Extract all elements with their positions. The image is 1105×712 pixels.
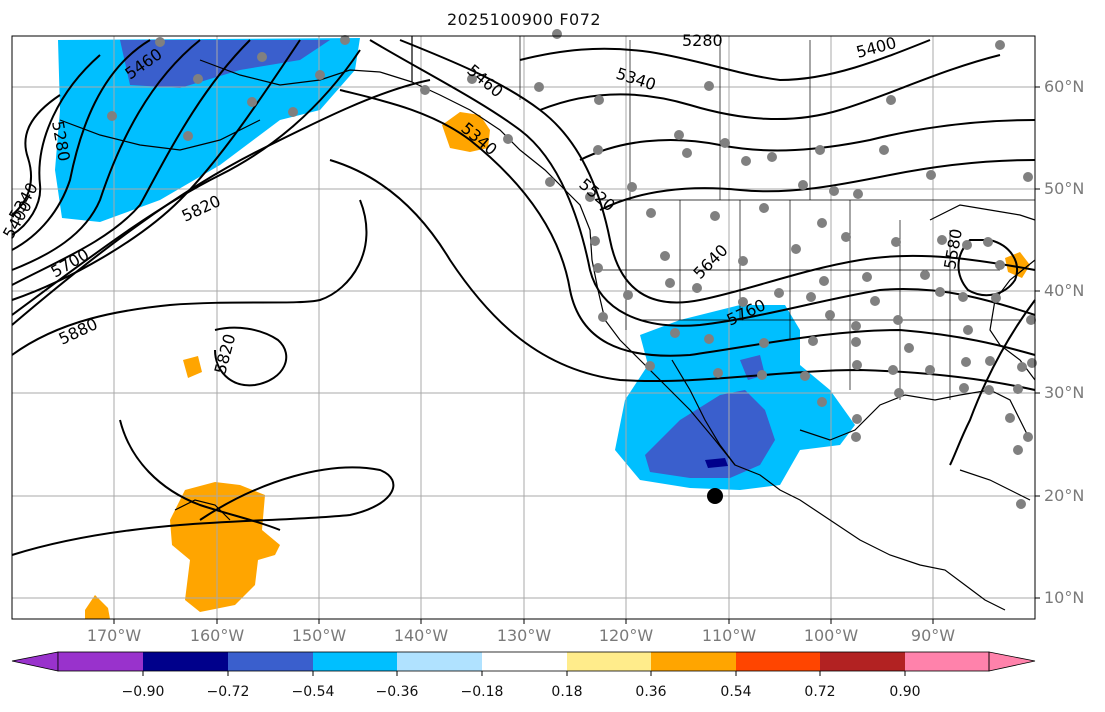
positive-anomaly-southeast-alaska	[442, 112, 490, 152]
lon-label-90w: 90°W	[910, 626, 956, 645]
lat-label-30n: 30°N	[1044, 383, 1085, 402]
axis-ticks	[113, 86, 1040, 624]
lon-label-130w: 130°W	[496, 626, 552, 645]
contour-line	[399, 39, 1036, 304]
colorbar-tick-label: −0.18	[460, 684, 504, 700]
colorbar-tick-label: −0.90	[121, 684, 165, 700]
lon-label-160w: 160°W	[189, 626, 245, 645]
contour-line	[11, 39, 301, 301]
colorbar-segment	[228, 652, 313, 671]
positive-anomaly-small-1	[183, 356, 202, 378]
station-dots	[107, 29, 1037, 509]
contour-line	[11, 39, 201, 271]
contour-line	[11, 49, 361, 316]
contour-line	[214, 326, 288, 387]
colorbar-segment	[143, 652, 228, 671]
colorbar-tick-label: 0.36	[635, 684, 667, 700]
lon-label-150w: 150°W	[291, 626, 347, 645]
colorbar-tick-label: 0.72	[804, 684, 836, 700]
contour-line	[11, 466, 395, 556]
lon-label-140w: 140°W	[393, 626, 449, 645]
contour-line	[11, 94, 61, 216]
contour-line	[519, 39, 931, 82]
colorbar-segment	[397, 652, 482, 671]
lat-label-60n: 60°N	[1044, 77, 1085, 96]
colorbar-tick-label: 0.90	[889, 684, 921, 700]
contour-line	[329, 159, 1036, 391]
colorbar-segment	[736, 652, 820, 671]
contour-line	[11, 39, 251, 286]
contour-line	[599, 159, 1036, 211]
negative-anomaly-baja-peak	[705, 458, 728, 468]
lat-label-20n: 20°N	[1044, 486, 1085, 505]
height-contours	[11, 39, 1036, 556]
contour-line	[579, 119, 1036, 161]
lon-label-120w: 120°W	[598, 626, 654, 645]
lon-label-100w: 100°W	[803, 626, 859, 645]
lon-label-170w: 170°W	[86, 626, 142, 645]
contour-line	[11, 39, 151, 251]
colorbar-segment	[313, 652, 397, 671]
contour-line	[539, 54, 1001, 121]
colorbar-segment	[820, 652, 905, 671]
colorbar-segment	[651, 652, 736, 671]
contour-line	[369, 39, 1036, 327]
negative-anomaly-gulf-of-alaska-core	[120, 40, 330, 88]
colorbar-tick-label: 0.54	[720, 684, 752, 700]
storm-marker	[707, 488, 723, 504]
contour-line	[119, 419, 281, 531]
contour-line	[11, 199, 368, 356]
graticule	[12, 36, 1035, 619]
colorbar-tick-label: −0.36	[375, 684, 419, 700]
colorbar-tick-label: −0.54	[291, 684, 335, 700]
positive-anomaly-central-pacific	[170, 482, 280, 612]
contour-label: 5280	[682, 31, 723, 50]
colorbar-segment	[905, 652, 989, 671]
contour-line	[339, 89, 1036, 357]
colorbar-extend-high	[988, 651, 1036, 672]
positive-anomaly-small-2	[85, 595, 110, 619]
colorbar-tick-label: −0.72	[206, 684, 250, 700]
contour-line	[11, 54, 101, 236]
lat-label-40n: 40°N	[1044, 281, 1085, 300]
lon-label-110w: 110°W	[701, 626, 757, 645]
lat-label-10n: 10°N	[1044, 588, 1085, 607]
colorbar-segment	[58, 652, 143, 671]
colorbar	[11, 651, 1036, 676]
contour-line	[949, 299, 1036, 466]
colorbar-tick-label: 0.18	[551, 684, 583, 700]
lat-label-50n: 50°N	[1044, 179, 1085, 198]
colorbar-segment	[567, 652, 651, 671]
map-title: 2025100900 F072	[446, 10, 602, 29]
colorbar-extend-low	[11, 651, 59, 672]
colorbar-segment	[482, 652, 567, 671]
